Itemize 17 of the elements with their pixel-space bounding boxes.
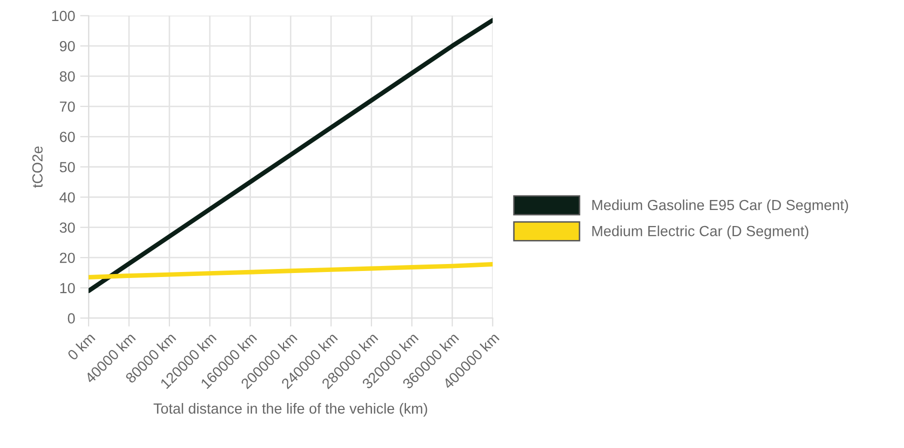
- y-tick-label: 50: [60, 162, 75, 172]
- legend-label: Medium Electric Car (D Segment): [592, 226, 808, 240]
- x-tick-label: 0 km: [66, 332, 96, 361]
- y-tick-label: 70: [60, 102, 75, 112]
- y-tick-label: 80: [60, 71, 75, 82]
- y-axis-title: tCO2e: [32, 146, 43, 188]
- line-series: [88, 262, 493, 280]
- y-tick-label: 20: [60, 252, 75, 264]
- legend-label: Medium Gasoline E95 Car (D Segment): [592, 199, 848, 214]
- y-tick-label: 100: [52, 10, 75, 22]
- y-tick-label: 90: [60, 41, 75, 52]
- y-tick-label: 30: [60, 222, 75, 233]
- x-axis-title: Total distance in the life of the vehicle (km): [154, 403, 428, 417]
- y-tick-label: 10: [60, 282, 75, 294]
- y-tick-label: 40: [60, 192, 75, 203]
- y-tick-label: 0: [68, 313, 75, 324]
- y-tick-label: 60: [60, 132, 75, 142]
